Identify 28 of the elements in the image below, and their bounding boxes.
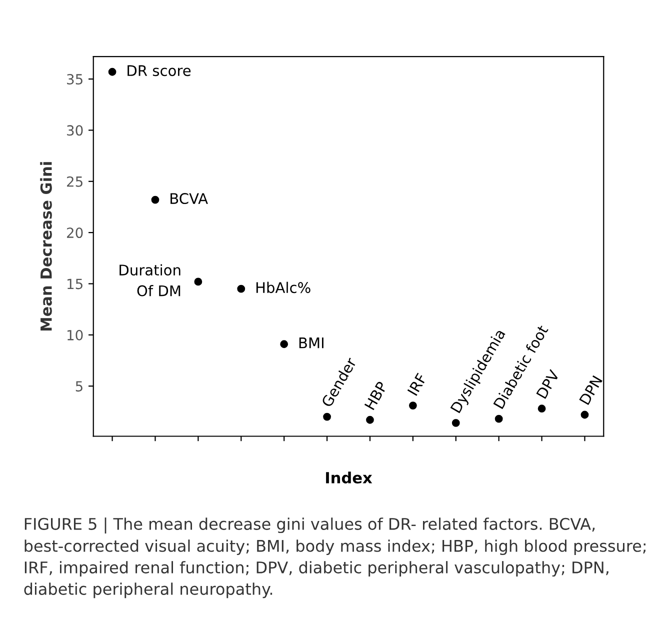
y-tick-label: 35 xyxy=(67,74,82,85)
y-tick-label: 20 xyxy=(67,228,83,238)
point xyxy=(151,196,160,204)
point xyxy=(452,418,460,427)
annotation: BMI xyxy=(299,338,324,348)
point xyxy=(280,340,288,348)
y-tick-label: 5 xyxy=(76,381,82,392)
point xyxy=(494,414,503,423)
point xyxy=(408,402,417,410)
x-axis-title: Index xyxy=(326,472,372,484)
annotation: DR score xyxy=(128,65,191,76)
point xyxy=(538,404,546,413)
annotation: IRF xyxy=(407,372,427,396)
y-axis-title: Mean Decrease Gini xyxy=(40,162,52,330)
caption: FIGURE 5 | The mean decrease gini values of DR- related factors. BCVA, best-corrected visual acuity; BMI, body mass index; HBP, high blood pressure; IRF, impaired renal function; DPV, diabetic peripheral vasculopathy; DPN, diabetic peripheral neuropathy. xyxy=(24,518,646,598)
point xyxy=(108,68,116,76)
annotation: HbAlc% xyxy=(256,282,310,294)
y-tick-label: 25 xyxy=(67,176,82,187)
point xyxy=(323,412,331,421)
y-tick-label: 30 xyxy=(67,125,83,136)
point xyxy=(580,410,589,419)
point xyxy=(237,284,246,293)
y-tick-label: 15 xyxy=(68,278,82,290)
point xyxy=(194,278,202,286)
y-tick-label: 10 xyxy=(68,330,83,340)
annotation: Duration Of DM xyxy=(120,264,180,296)
point xyxy=(366,416,374,424)
annotation: BCVA xyxy=(170,193,208,204)
